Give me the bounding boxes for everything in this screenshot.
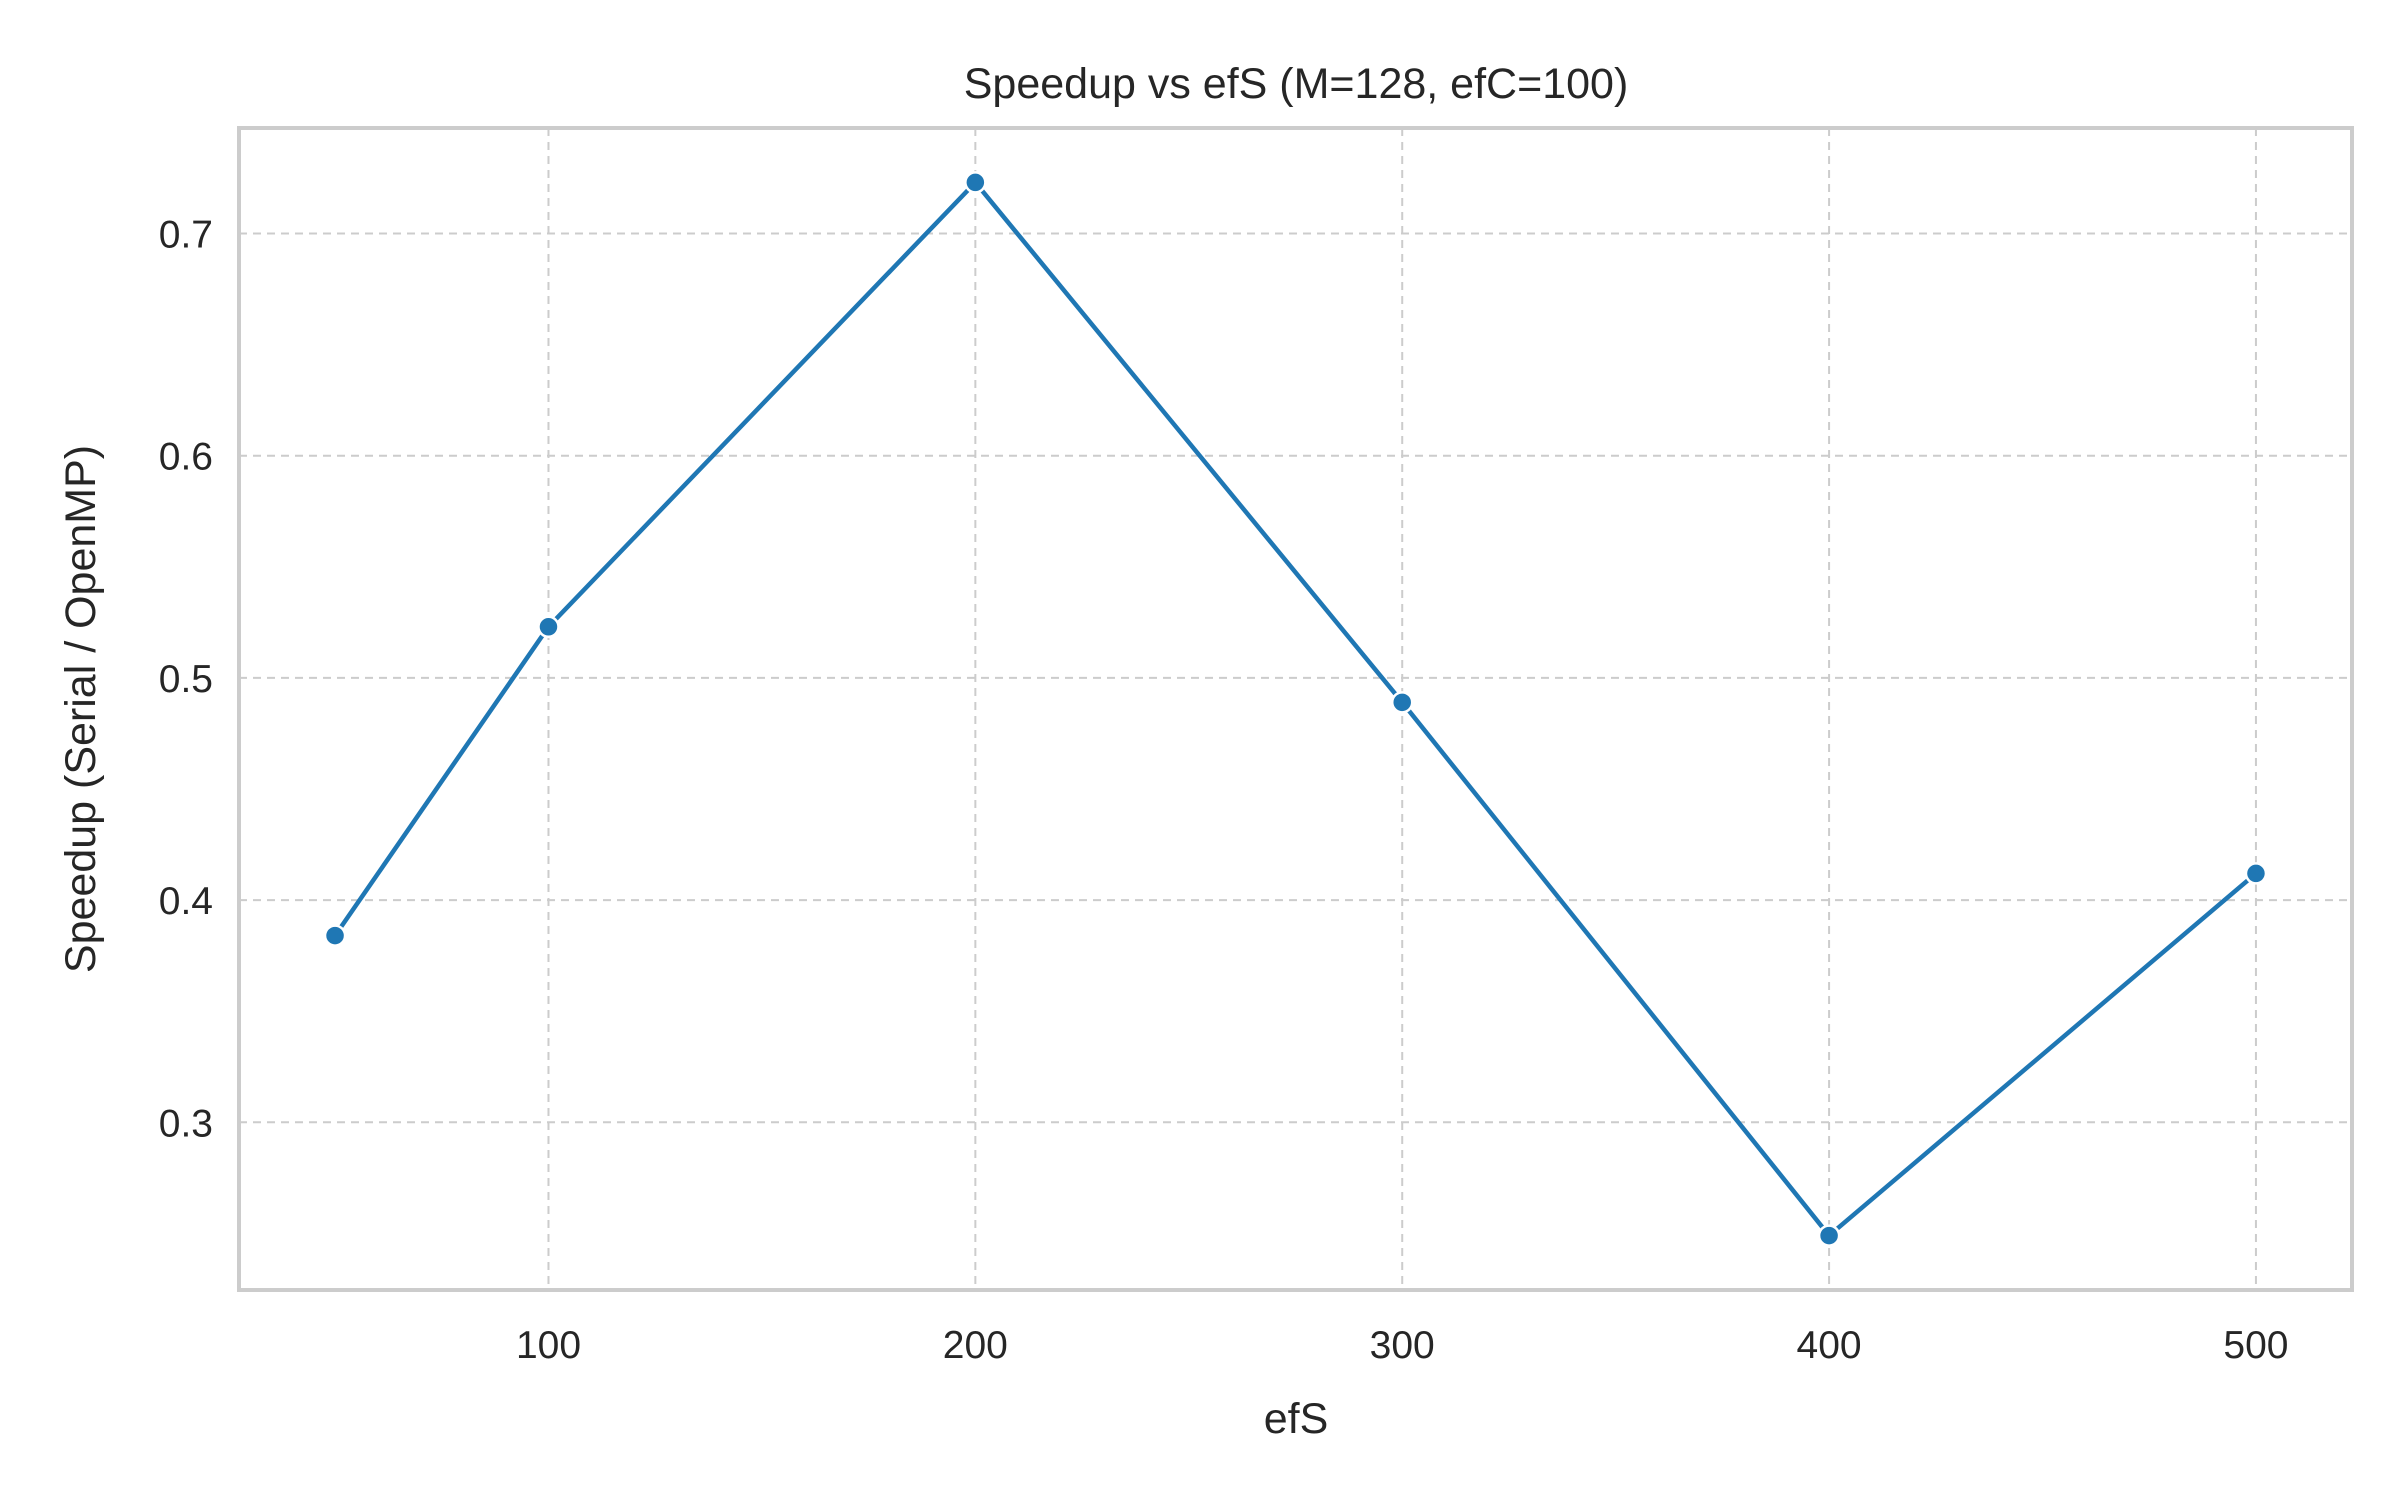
data-point: [964, 171, 987, 194]
x-tick-label: 300: [1370, 1324, 1435, 1367]
y-tick-label: 0.3: [159, 1102, 213, 1145]
series-line: [332, 180, 2259, 1238]
y-tick-label: 0.4: [159, 880, 213, 923]
x-tick-label: 500: [2223, 1324, 2288, 1367]
series-layer: [323, 171, 2268, 1247]
data-point: [1817, 1224, 1841, 1247]
chart-title: Speedup vs efS (M=128, efC=100): [964, 60, 1629, 108]
data-point: [323, 924, 347, 947]
y-tick-label: 0.6: [159, 436, 213, 479]
x-tick-label: 200: [943, 1324, 1008, 1367]
y-axis-title: Speedup (Serial / OpenMP): [57, 445, 105, 973]
data-point: [1390, 691, 1414, 714]
x-axis-title: efS: [1264, 1395, 1329, 1443]
y-tick-label: 0.7: [159, 214, 213, 257]
y-tick-label: 0.5: [159, 658, 213, 701]
data-point: [537, 615, 560, 639]
data-point: [2244, 862, 2268, 885]
x-tick-label: 400: [1797, 1324, 1862, 1367]
grid-layer: [239, 128, 2352, 1290]
tick-layer: 100 200 300 400 500 0.3 0.4 0.5 0.6 0.7: [159, 214, 2289, 1367]
plot-frame: [237, 126, 2354, 1292]
x-tick-label: 100: [516, 1324, 581, 1367]
